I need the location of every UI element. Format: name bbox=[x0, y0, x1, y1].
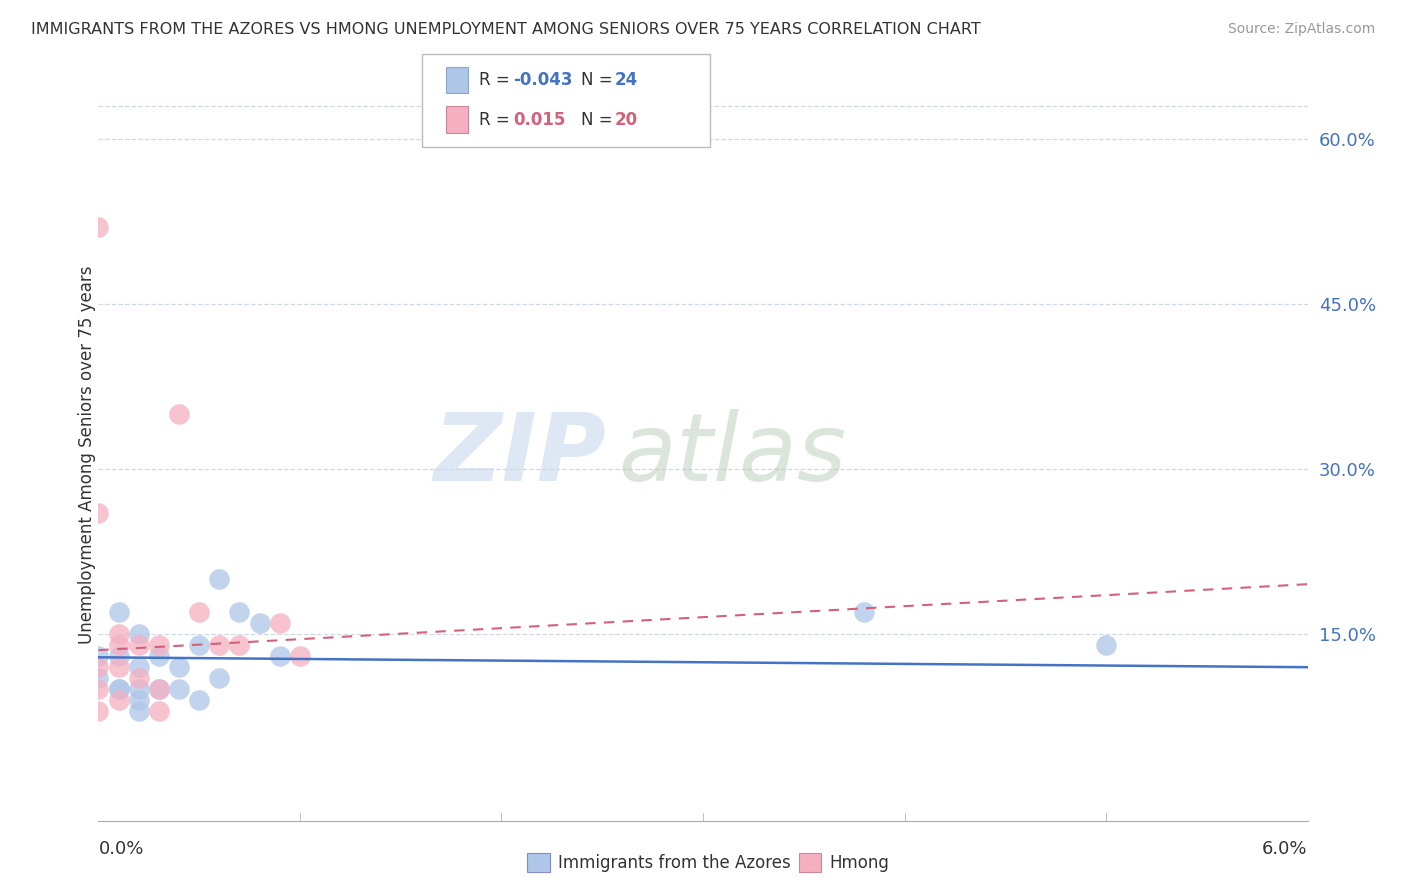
Text: ZIP: ZIP bbox=[433, 409, 606, 501]
Point bbox=[148, 681, 170, 696]
Point bbox=[107, 638, 129, 652]
Point bbox=[228, 638, 250, 652]
Point bbox=[107, 681, 129, 696]
Point bbox=[208, 638, 231, 652]
Point bbox=[107, 692, 129, 706]
Text: R =: R = bbox=[479, 111, 516, 128]
Point bbox=[167, 681, 190, 696]
Point bbox=[107, 681, 129, 696]
Point bbox=[228, 605, 250, 619]
Point bbox=[87, 648, 110, 663]
Point bbox=[188, 605, 211, 619]
Text: IMMIGRANTS FROM THE AZORES VS HMONG UNEMPLOYMENT AMONG SENIORS OVER 75 YEARS COR: IMMIGRANTS FROM THE AZORES VS HMONG UNEM… bbox=[31, 22, 980, 37]
Text: atlas: atlas bbox=[619, 409, 846, 500]
Point bbox=[208, 671, 231, 685]
Point bbox=[87, 219, 110, 234]
Point bbox=[269, 648, 291, 663]
Point bbox=[269, 615, 291, 630]
Point bbox=[148, 648, 170, 663]
Point bbox=[853, 605, 876, 619]
Point bbox=[148, 704, 170, 718]
Point bbox=[87, 704, 110, 718]
Point bbox=[249, 615, 271, 630]
Point bbox=[128, 704, 150, 718]
Point bbox=[107, 648, 129, 663]
Point bbox=[208, 572, 231, 586]
Point bbox=[128, 681, 150, 696]
Text: 0.0%: 0.0% bbox=[98, 840, 143, 858]
Point bbox=[87, 671, 110, 685]
Point bbox=[148, 681, 170, 696]
Point bbox=[128, 638, 150, 652]
Text: Hmong: Hmong bbox=[830, 854, 890, 871]
Text: 24: 24 bbox=[614, 71, 638, 89]
Text: 0.015: 0.015 bbox=[513, 111, 565, 128]
Point bbox=[148, 638, 170, 652]
Text: -0.043: -0.043 bbox=[513, 71, 572, 89]
Point bbox=[87, 506, 110, 520]
Point bbox=[188, 638, 211, 652]
Text: R =: R = bbox=[479, 71, 516, 89]
Point bbox=[87, 681, 110, 696]
Text: 20: 20 bbox=[614, 111, 637, 128]
Text: N =: N = bbox=[581, 111, 617, 128]
Point bbox=[167, 407, 190, 421]
Point bbox=[128, 626, 150, 640]
Point bbox=[188, 692, 211, 706]
Point bbox=[128, 692, 150, 706]
Point bbox=[167, 659, 190, 673]
Y-axis label: Unemployment Among Seniors over 75 years: Unemployment Among Seniors over 75 years bbox=[79, 266, 96, 644]
Point bbox=[107, 659, 129, 673]
Text: Source: ZipAtlas.com: Source: ZipAtlas.com bbox=[1227, 22, 1375, 37]
Point bbox=[87, 659, 110, 673]
Point bbox=[288, 648, 311, 663]
Text: 6.0%: 6.0% bbox=[1263, 840, 1308, 858]
Point bbox=[1095, 638, 1118, 652]
Text: N =: N = bbox=[581, 71, 617, 89]
Text: Immigrants from the Azores: Immigrants from the Azores bbox=[558, 854, 792, 871]
Point bbox=[107, 605, 129, 619]
Point bbox=[128, 671, 150, 685]
Point bbox=[128, 659, 150, 673]
Point bbox=[107, 626, 129, 640]
